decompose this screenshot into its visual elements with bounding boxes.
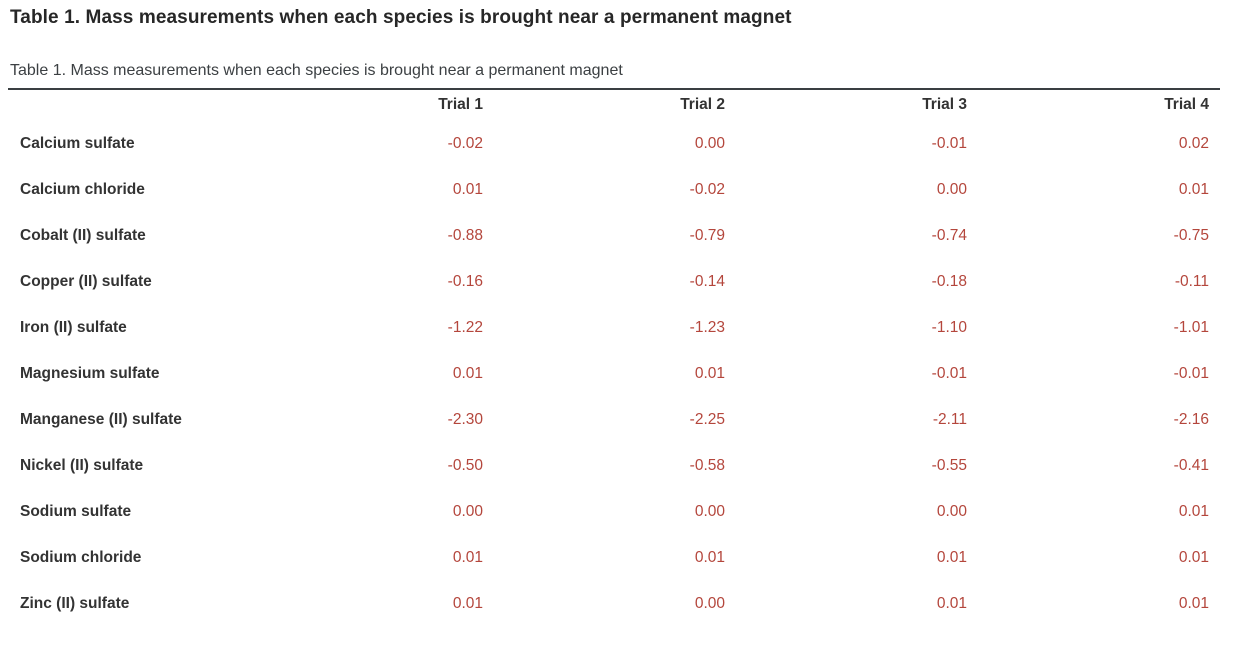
table-row: Magnesium sulfate 0.01 0.01 -0.01 -0.01 <box>8 351 1222 397</box>
trial-value: 0.00 <box>936 180 967 198</box>
trial-value: -0.55 <box>931 456 967 474</box>
trial-value: -0.01 <box>931 364 967 382</box>
trial-value: 0.01 <box>452 180 483 198</box>
trial-value: 0.01 <box>1178 180 1209 198</box>
trial-value: 0.01 <box>694 548 725 566</box>
table-row: Copper (II) sulfate -0.16 -0.14 -0.18 -0… <box>8 259 1222 305</box>
trial-value: -0.14 <box>689 272 725 290</box>
column-header-trial-1: Trial 1 <box>438 96 483 113</box>
species-name: Copper (II) sulfate <box>20 272 152 290</box>
table-row: Sodium sulfate 0.00 0.00 0.00 0.01 <box>8 489 1222 535</box>
trial-value: 0.01 <box>936 594 967 612</box>
trial-value: -1.10 <box>931 318 967 336</box>
table-caption: Table 1. Mass measurements when each spe… <box>10 62 623 79</box>
trial-value: -1.01 <box>1173 318 1209 336</box>
trial-value: -0.88 <box>447 226 483 244</box>
species-name: Sodium chloride <box>20 548 142 566</box>
species-column-header <box>8 90 254 121</box>
header-rule <box>8 88 1220 90</box>
column-header-trial-2: Trial 2 <box>680 96 725 113</box>
trial-value: 0.01 <box>452 364 483 382</box>
page-title: Table 1. Mass measurements when each spe… <box>10 7 792 28</box>
trial-value: 0.00 <box>452 502 483 520</box>
table-row: Cobalt (II) sulfate -0.88 -0.79 -0.74 -0… <box>8 213 1222 259</box>
trial-value: -0.11 <box>1174 272 1209 290</box>
trial-value: 0.01 <box>936 548 967 566</box>
trial-value: -2.16 <box>1173 410 1209 428</box>
table-row: Iron (II) sulfate -1.22 -1.23 -1.10 -1.0… <box>8 305 1222 351</box>
table-row: Sodium chloride 0.01 0.01 0.01 0.01 <box>8 535 1222 581</box>
trial-value: -0.16 <box>447 272 483 290</box>
trial-value: -0.75 <box>1173 226 1209 244</box>
trial-value: 0.01 <box>694 364 725 382</box>
species-name: Magnesium sulfate <box>20 364 160 382</box>
trial-value: -0.50 <box>447 456 483 474</box>
trial-value: -0.18 <box>931 272 967 290</box>
trial-value: -0.74 <box>931 226 967 244</box>
trial-value: 0.00 <box>694 594 725 612</box>
table-row: Calcium sulfate -0.02 0.00 -0.01 0.02 <box>8 121 1222 167</box>
column-header-trial-3: Trial 3 <box>922 96 967 113</box>
trial-value: -0.02 <box>689 180 725 198</box>
trial-value: -1.23 <box>689 318 725 336</box>
trial-value: -0.01 <box>1173 364 1209 382</box>
species-name: Calcium chloride <box>20 180 145 198</box>
species-name: Zinc (II) sulfate <box>20 594 130 612</box>
trial-value: 0.01 <box>1178 594 1209 612</box>
trial-value: 0.01 <box>452 594 483 612</box>
trial-value: -2.11 <box>932 410 967 428</box>
species-name: Cobalt (II) sulfate <box>20 226 146 244</box>
table-row: Manganese (II) sulfate -2.30 -2.25 -2.11… <box>8 397 1222 443</box>
trial-value: 0.02 <box>1178 134 1209 152</box>
trial-value: -2.30 <box>447 410 483 428</box>
table-row: Nickel (II) sulfate -0.50 -0.58 -0.55 -0… <box>8 443 1222 489</box>
column-header-trial-4: Trial 4 <box>1164 96 1209 113</box>
trial-value: -2.25 <box>689 410 725 428</box>
mass-measurements-table: Trial 1 Trial 2 Trial 3 Trial 4 Calcium … <box>8 90 1222 627</box>
trial-value: 0.00 <box>694 502 725 520</box>
table-header-row: Trial 1 Trial 2 Trial 3 Trial 4 <box>8 90 1222 121</box>
trial-value: 0.01 <box>1178 502 1209 520</box>
trial-value: 0.00 <box>936 502 967 520</box>
trial-value: -1.22 <box>447 318 483 336</box>
species-name: Iron (II) sulfate <box>20 318 127 336</box>
table-row: Calcium chloride 0.01 -0.02 0.00 0.01 <box>8 167 1222 213</box>
trial-value: -0.02 <box>447 134 483 152</box>
trial-value: 0.01 <box>1178 548 1209 566</box>
trial-value: -0.41 <box>1173 456 1209 474</box>
species-name: Calcium sulfate <box>20 134 135 152</box>
trial-value: -0.01 <box>931 134 967 152</box>
trial-value: 0.01 <box>452 548 483 566</box>
species-name: Nickel (II) sulfate <box>20 456 144 474</box>
species-name: Sodium sulfate <box>20 502 132 520</box>
table-row: Zinc (II) sulfate 0.01 0.00 0.01 0.01 <box>8 581 1222 627</box>
species-name: Manganese (II) sulfate <box>20 410 182 428</box>
trial-value: -0.58 <box>689 456 725 474</box>
trial-value: 0.00 <box>694 134 725 152</box>
trial-value: -0.79 <box>689 226 725 244</box>
